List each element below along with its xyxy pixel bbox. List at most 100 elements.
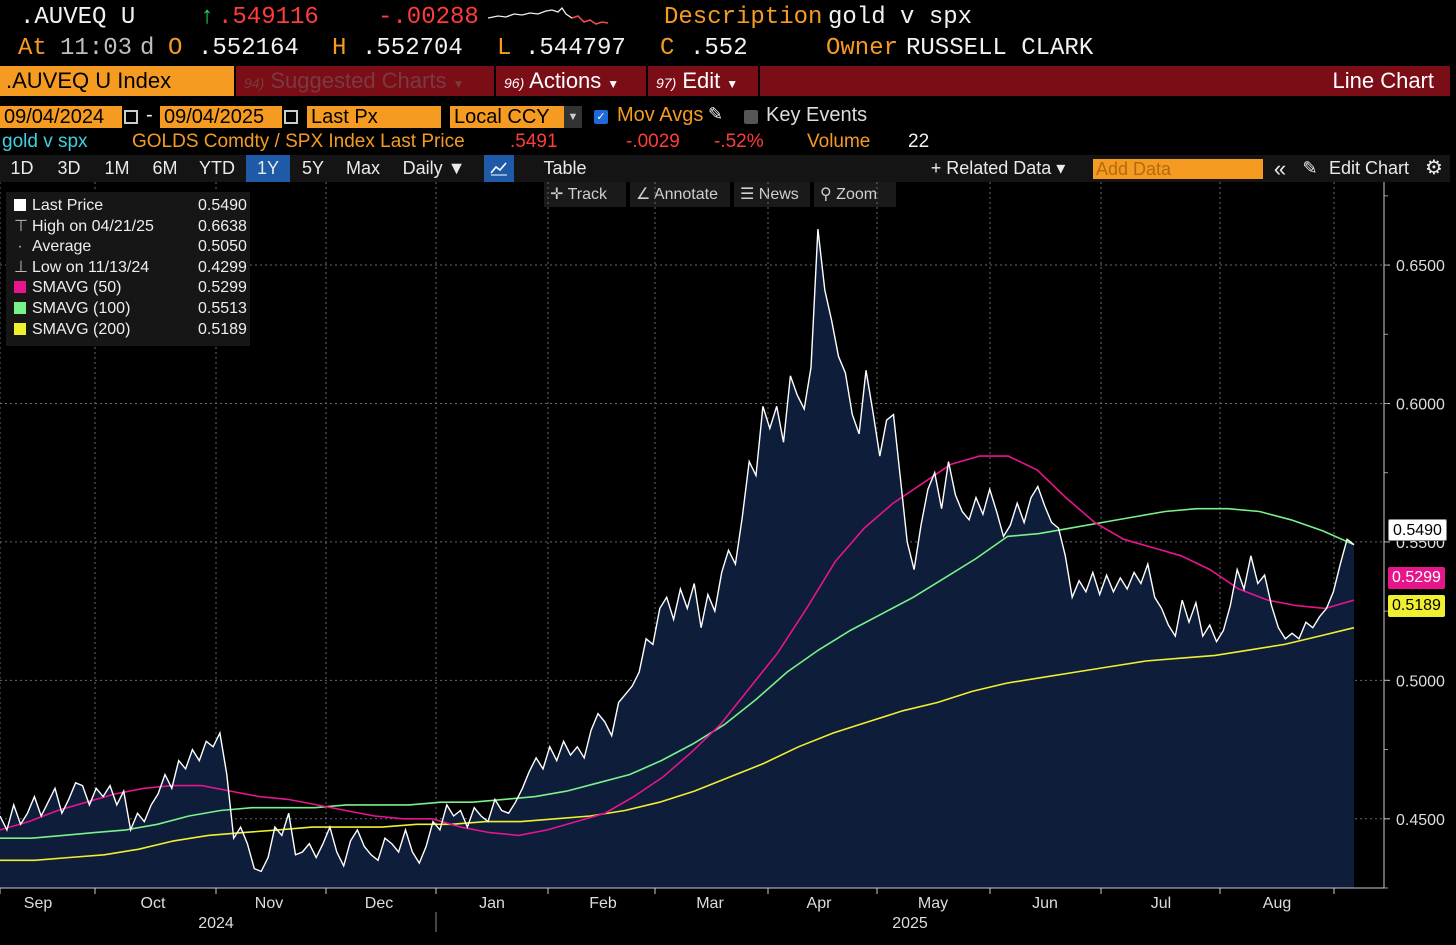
period-3d[interactable]: 3D	[57, 158, 81, 178]
actions-num: 96)	[504, 75, 525, 91]
low-value: .544797	[525, 35, 626, 62]
end-date-field[interactable]: 09/04/2025	[160, 106, 282, 128]
key-events-checkbox[interactable]	[744, 110, 758, 124]
series-name: gold v spx	[2, 131, 88, 152]
table-button[interactable]: Table	[543, 158, 587, 178]
x-tick-label: Jul	[1151, 895, 1171, 912]
legend-label: Low on 11/13/24	[32, 258, 150, 276]
x-tick-label: Aug	[1263, 895, 1291, 912]
legend-label: High on 04/21/25	[32, 217, 154, 235]
legend-label: SMAVG (50)	[32, 279, 122, 297]
description-value: gold v spx	[828, 4, 973, 31]
sma50-tag: 0.5299	[1388, 567, 1445, 589]
legend-label: SMAVG (100)	[32, 300, 131, 317]
edit-chart-button[interactable]: Edit Chart	[1328, 158, 1410, 178]
frequency-select[interactable]: Daily ▼	[402, 158, 466, 178]
legend-value: 0.5513	[198, 300, 247, 317]
news-icon: ☰	[740, 186, 759, 203]
low-label: L	[497, 35, 512, 62]
low-marker-icon: ⊥	[14, 258, 28, 276]
legend-value: 0.5189	[198, 320, 247, 338]
pencil-icon[interactable]: ✎	[708, 104, 724, 124]
actions-label: Actions	[529, 68, 602, 93]
chevron-down-icon: ▼	[607, 77, 620, 91]
sma200-line	[0, 626, 1355, 862]
magnifier-icon: ⚲	[820, 186, 837, 203]
open-value: .552164	[198, 35, 299, 62]
key-events-label: Key Events	[766, 104, 868, 126]
add-data-input[interactable]: Add Data	[1093, 159, 1263, 179]
chart-toolbar: 1D 3D 1M 6M YTD 1Y 5Y Max Daily ▼ Table …	[0, 155, 1450, 182]
gear-icon[interactable]: ⚙	[1425, 157, 1443, 179]
news-button[interactable]: ☰ News	[734, 182, 810, 207]
legend-item[interactable]: ⊤ High on 04/21/25 0.6638	[14, 217, 247, 237]
currency-select[interactable]: Local CCY	[450, 106, 564, 128]
y-tick-label: 0.4500	[1396, 812, 1445, 829]
period-1m[interactable]: 1M	[104, 158, 130, 178]
owner-value: RUSSELL CLARK	[906, 35, 1094, 62]
mov-avgs-checkbox[interactable]: ✓	[594, 110, 608, 124]
period-6m[interactable]: 6M	[152, 158, 178, 178]
chevron-down-icon: ▼	[726, 77, 739, 91]
annotate-button[interactable]: ∠ Annotate	[630, 182, 730, 207]
period-max[interactable]: Max	[345, 158, 380, 178]
period-ytd[interactable]: YTD	[199, 158, 235, 178]
x-tick-label: Jan	[479, 895, 505, 912]
x-tick-label: Jun	[1032, 895, 1058, 912]
y-tick-label: 0.6500	[1396, 258, 1445, 275]
legend-item[interactable]: SMAVG (50) 0.5299	[14, 278, 247, 298]
chart-legend: Last Price 0.5490 ⊤ High on 04/21/25 0.6638 ·…	[6, 192, 250, 346]
volume-value: 22	[908, 131, 930, 152]
legend-value: 0.5050	[198, 238, 247, 256]
legend-item[interactable]: · Average 0.5050	[14, 237, 247, 257]
period-1y[interactable]: 1Y	[246, 155, 290, 182]
track-button[interactable]: ✛ Track	[544, 182, 626, 207]
x-axis: Sep Oct Nov Dec Jan Feb Mar Apr May Jun Jul Aug 2024…	[0, 887, 1384, 932]
x-tick-label: Oct	[141, 895, 166, 912]
calendar-icon[interactable]	[284, 110, 298, 124]
period-1d[interactable]: 1D	[10, 158, 34, 178]
edit-menu[interactable]: 97) Edit ▼	[650, 66, 760, 96]
chart-type-label: Line Chart	[1332, 68, 1434, 93]
year-label: 2025	[892, 915, 928, 932]
owner-label: Owner	[826, 35, 899, 62]
calendar-icon[interactable]	[124, 110, 138, 124]
suggested-charts-menu[interactable]: 94) Suggested Charts ▼	[238, 66, 496, 96]
line-chart-icon[interactable]	[484, 155, 514, 182]
legend-item[interactable]: SMAVG (200) 0.5189	[14, 320, 247, 340]
field-select[interactable]: Last Px	[307, 106, 441, 128]
info-change: -.0029	[626, 131, 680, 152]
suggested-num: 94)	[244, 75, 265, 91]
crosshair-icon: ✛	[550, 186, 568, 203]
sma200-tag: 0.5189	[1388, 595, 1445, 617]
period-5y[interactable]: 5Y	[301, 158, 325, 178]
x-tick-label: Sep	[24, 895, 53, 912]
chevron-down-icon: ▼	[452, 77, 465, 91]
pencil-icon[interactable]: ✎	[1302, 158, 1318, 178]
mov-avgs-label: Mov Avgs	[617, 104, 704, 126]
start-date-field[interactable]: 09/04/2024	[0, 106, 122, 128]
y-tick-label: 0.5000	[1396, 673, 1445, 690]
ticker-symbol: .AUVEQ U	[20, 4, 136, 31]
legend-label: Last Price	[32, 197, 104, 214]
related-data-menu[interactable]: + Related Data ▾	[930, 158, 1066, 178]
legend-swatch	[14, 199, 26, 211]
legend-label: Average	[32, 238, 92, 256]
chevron-down-icon[interactable]: ▼	[564, 106, 582, 128]
legend-swatch	[14, 322, 26, 335]
legend-label: SMAVG (200)	[32, 320, 131, 338]
security-field[interactable]: .AUVEQ U Index	[0, 66, 236, 96]
zoom-button[interactable]: ⚲ Zoom	[814, 182, 896, 207]
legend-value: 0.6638	[198, 217, 247, 235]
actions-menu[interactable]: 96) Actions ▼	[498, 66, 648, 96]
legend-item[interactable]: ⊥ Low on 11/13/24 0.4299	[14, 258, 247, 278]
collapse-icon[interactable]: «	[1273, 156, 1287, 181]
at-label: At	[18, 35, 47, 62]
legend-item[interactable]: SMAVG (100) 0.5513	[14, 299, 247, 319]
legend-item[interactable]: Last Price 0.5490	[14, 196, 247, 216]
close-label: C	[660, 35, 675, 62]
last-price-tag: 0.5490	[1388, 519, 1447, 541]
legend-value: 0.5299	[198, 279, 247, 297]
y-tick-label: 0.6000	[1396, 396, 1445, 413]
legend-swatch	[14, 281, 26, 294]
